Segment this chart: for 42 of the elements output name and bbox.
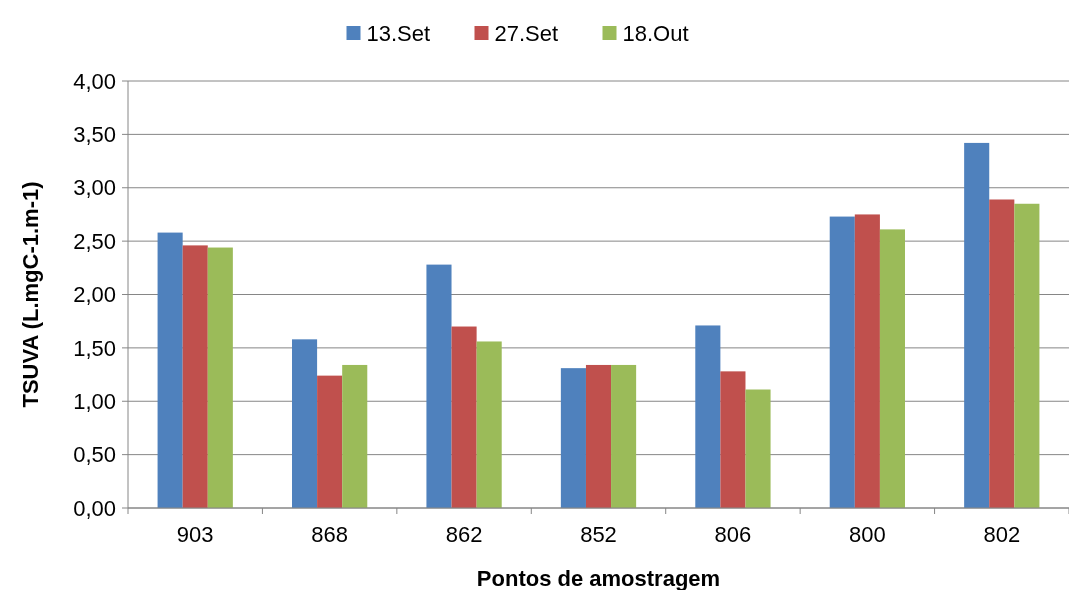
y-tick-label: 3,00	[73, 175, 116, 201]
x-tick-label: 852	[580, 522, 617, 547]
bar	[829, 216, 855, 508]
x-tick-label: 802	[983, 522, 1021, 547]
x-axis-title: Pontos de amostragem	[476, 566, 721, 591]
x-tick-label: 903	[176, 522, 214, 547]
y-tick-label: 3,50	[73, 122, 116, 148]
bar	[854, 214, 880, 508]
bar	[879, 229, 905, 508]
y-tick-label: 0,00	[73, 495, 116, 521]
bar	[426, 264, 452, 508]
bar	[207, 247, 233, 508]
x-tick-label: 868	[311, 522, 348, 547]
bar	[560, 368, 586, 508]
bar	[451, 326, 477, 508]
y-tick-label: 2,00	[73, 282, 116, 308]
bar	[1014, 203, 1040, 508]
x-tick-label: 800	[849, 522, 886, 547]
bar	[695, 325, 721, 508]
y-tick-label: 4,00	[73, 68, 116, 94]
bar	[292, 339, 318, 508]
legend-label: 27.Set	[494, 20, 559, 46]
y-tick-label: 0,50	[73, 442, 116, 468]
bar	[342, 364, 368, 508]
bar	[585, 364, 612, 508]
y-tick-label: 1,00	[73, 388, 116, 414]
x-tick-label: 862	[445, 522, 483, 547]
y-tick-label: 1,50	[73, 335, 116, 361]
bar	[964, 142, 990, 508]
bar	[476, 341, 502, 508]
bar	[611, 364, 637, 508]
legend-label: 18.Out	[622, 20, 689, 46]
bar	[745, 389, 771, 508]
bar	[182, 245, 208, 508]
bar	[157, 232, 183, 508]
y-tick-label: 2,50	[73, 228, 116, 254]
bar	[989, 199, 1015, 508]
y-axis-title: TSUVA (L.mgC-1.m-1)	[18, 181, 43, 408]
bar	[720, 371, 746, 508]
x-tick-label: 806	[714, 522, 752, 547]
bar	[317, 375, 343, 508]
legend-label: 13.Set	[366, 20, 431, 46]
